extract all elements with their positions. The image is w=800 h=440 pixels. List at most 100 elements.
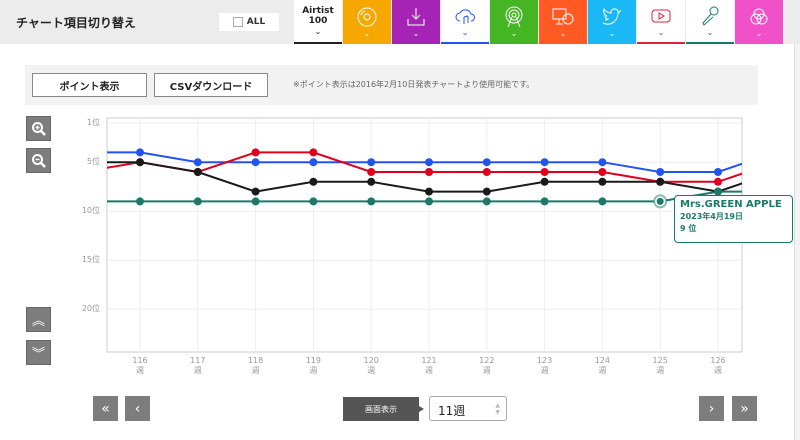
data-point[interactable] <box>136 197 144 206</box>
weeks-select[interactable]: 11週 ▲ ▼ <box>429 396 507 421</box>
chevron-down-icon: ⌄ <box>608 29 616 38</box>
data-point[interactable] <box>425 158 433 167</box>
chart-tab-twitter[interactable]: ⌄ <box>588 0 636 44</box>
data-point[interactable] <box>482 187 491 196</box>
scroll-up-button[interactable]: ︽ <box>26 307 51 332</box>
week-unit: 週 <box>367 366 376 375</box>
data-point[interactable] <box>425 168 433 176</box>
plot-area <box>106 117 743 353</box>
first-page-button[interactable]: « <box>93 396 118 421</box>
chart-tooltip: Mrs.GREEN APPLE 2023年4月19日 9 位 <box>674 195 793 243</box>
chevron-down-icon: ⌄ <box>559 29 567 38</box>
data-point[interactable] <box>367 168 376 176</box>
week-unit: 週 <box>309 366 318 375</box>
week-unit: 週 <box>598 366 607 375</box>
chevron-down-icon: ⌄ <box>412 29 420 38</box>
data-point[interactable] <box>309 197 318 206</box>
chart-tab-venn[interactable]: ⌄ <box>735 0 783 44</box>
chart-tab-download[interactable]: ⌄ <box>392 0 440 44</box>
chart-tab-pc-cd[interactable]: ⌄ <box>539 0 587 44</box>
zoom-in-button[interactable] <box>26 116 51 141</box>
csv-download-button[interactable]: CSVダウンロード <box>154 73 268 97</box>
toolbar: ポイント表示 CSVダウンロード ※ポイント表示は2016年2月10日発表チャー… <box>25 65 758 105</box>
tooltip-date: 2023年4月19日 <box>680 212 743 221</box>
cd-icon <box>357 7 377 27</box>
data-point[interactable] <box>136 158 144 167</box>
data-point[interactable] <box>598 168 607 176</box>
data-point[interactable] <box>309 158 318 167</box>
page-scrollbar[interactable] <box>794 44 800 440</box>
data-point[interactable] <box>540 168 549 176</box>
chart-tab-youtube[interactable]: ⌄ <box>637 0 685 44</box>
data-point[interactable] <box>309 177 318 186</box>
scroll-down-button[interactable]: ︾ <box>26 340 51 365</box>
cloud-music-icon <box>455 9 475 24</box>
x-tick-label: 123 週 <box>535 356 555 376</box>
data-point[interactable] <box>598 177 607 186</box>
data-point[interactable] <box>251 148 260 157</box>
data-point[interactable] <box>656 168 665 176</box>
data-point[interactable] <box>655 196 665 206</box>
data-point[interactable] <box>714 187 722 196</box>
chevron-down-icon: ⌄ <box>461 28 469 37</box>
tab-label-line2: 100 <box>308 16 328 26</box>
data-point[interactable] <box>136 148 144 157</box>
venn-icon <box>750 8 768 25</box>
data-point[interactable] <box>482 158 491 167</box>
chevron-down-icon: ⌄ <box>706 28 714 37</box>
data-point[interactable] <box>425 197 433 206</box>
data-point[interactable] <box>598 197 607 206</box>
week-number: 123 <box>536 356 553 365</box>
data-point[interactable] <box>251 187 260 196</box>
checkbox-icon <box>232 17 243 27</box>
chevron-right-icon: › <box>708 400 715 417</box>
data-point[interactable] <box>540 177 549 186</box>
prev-page-button[interactable]: ‹ <box>125 396 150 421</box>
chart-tab-airtist-100[interactable]: Airtist 100 ⌄ <box>294 0 342 44</box>
twitter-icon <box>602 7 622 25</box>
chart-tab-cloud-music[interactable]: ⌄ <box>441 0 489 44</box>
last-page-button[interactable]: » <box>732 396 757 421</box>
chevron-down-icon: ⌄ <box>657 28 665 37</box>
data-point[interactable] <box>251 197 260 206</box>
chevron-down-icon: ⌄ <box>363 29 371 38</box>
y-tick-label: 5位 <box>86 157 100 167</box>
x-tick-label: 117 週 <box>188 356 208 376</box>
karaoke-mic-icon <box>702 6 719 26</box>
data-point[interactable] <box>714 177 722 186</box>
data-point[interactable] <box>540 197 549 206</box>
x-tick-label: 118 週 <box>246 356 266 376</box>
data-point[interactable] <box>193 197 202 206</box>
data-point[interactable] <box>540 158 549 167</box>
data-point[interactable] <box>193 158 202 167</box>
data-point[interactable] <box>714 168 722 176</box>
data-point[interactable] <box>482 197 491 206</box>
data-point[interactable] <box>598 158 607 167</box>
x-tick-label: 119 週 <box>303 356 323 376</box>
week-number: 124 <box>594 356 611 365</box>
all-checkbox[interactable]: ALL <box>219 13 279 31</box>
chart-tab-radio[interactable]: ⌄ <box>490 0 538 44</box>
data-point[interactable] <box>482 168 491 176</box>
x-tick-label: 120 週 <box>361 356 381 376</box>
week-number: 119 <box>305 356 322 365</box>
data-point[interactable] <box>367 158 376 167</box>
data-point[interactable] <box>309 148 318 157</box>
point-display-button[interactable]: ポイント表示 <box>32 73 147 97</box>
chart-tab-karaoke-mic[interactable]: ⌄ <box>686 0 734 44</box>
pc-cd-icon <box>552 8 574 25</box>
week-unit: 週 <box>540 366 549 375</box>
chart-tab-cd[interactable]: ⌄ <box>343 0 391 44</box>
data-point[interactable] <box>367 177 376 186</box>
double-chevron-up-icon: ︽ <box>31 314 45 329</box>
double-chevron-down-icon: ︾ <box>31 347 45 362</box>
next-page-button[interactable]: › <box>699 396 724 421</box>
data-point[interactable] <box>425 187 433 196</box>
data-point[interactable] <box>656 177 665 186</box>
x-tick-label: 116 週 <box>130 356 150 376</box>
data-point[interactable] <box>193 168 202 176</box>
zoom-out-button[interactable] <box>26 148 51 173</box>
data-point[interactable] <box>367 197 376 206</box>
data-point[interactable] <box>251 158 260 167</box>
